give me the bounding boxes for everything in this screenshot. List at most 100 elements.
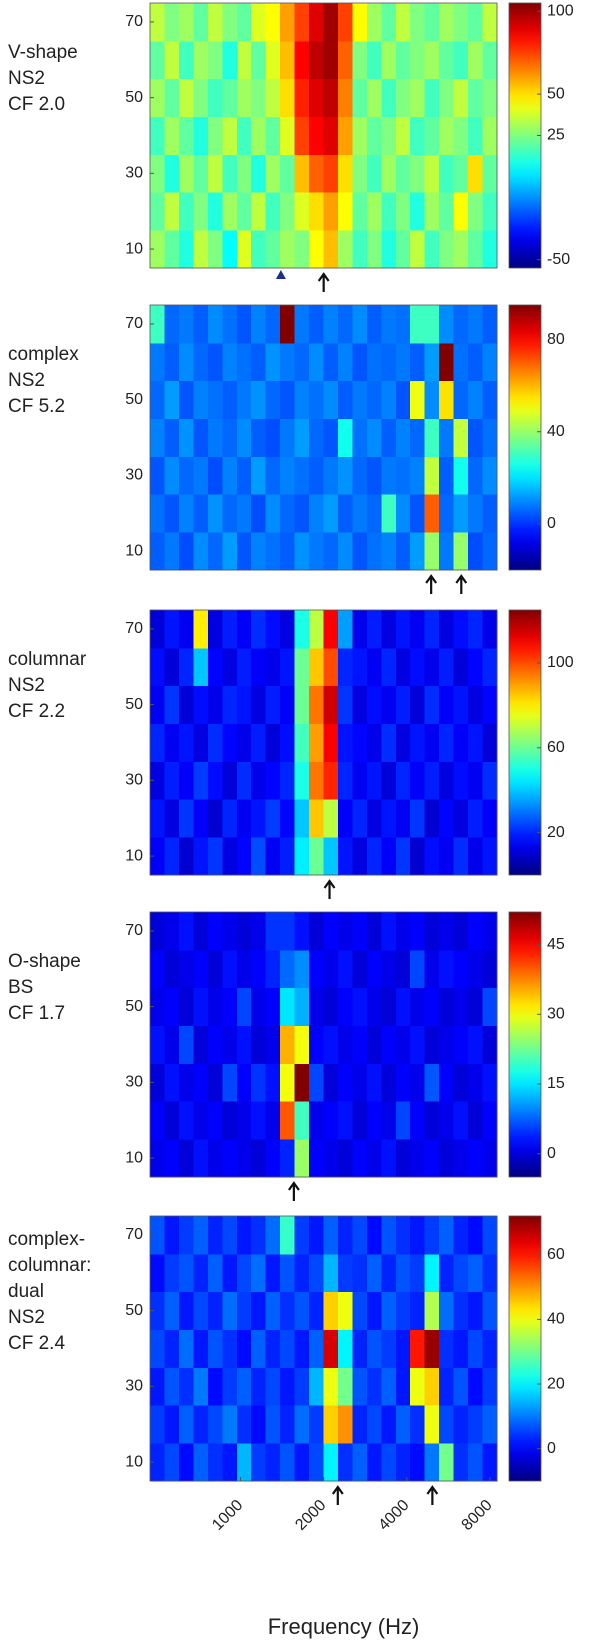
heatmap-cell: [236, 610, 252, 649]
heatmap-cell: [236, 342, 252, 382]
heatmap-cell: [468, 532, 483, 571]
heatmap-cell: [265, 647, 281, 687]
heatmap-cell: [164, 912, 180, 951]
heatmap-cell: [294, 192, 310, 231]
heatmap-cell: [381, 494, 397, 533]
heatmap-cell: [164, 610, 180, 649]
heatmap-cell: [294, 837, 310, 876]
heatmap-cell: [395, 192, 411, 231]
heatmap-cell: [482, 799, 498, 838]
heatmap-cell: [366, 1216, 382, 1255]
heatmap-cell: [323, 1405, 339, 1444]
heatmap-cell: [381, 305, 397, 344]
heatmap-cell: [251, 912, 267, 951]
heatmap-cell: [309, 456, 324, 495]
heatmap-cell: [424, 3, 440, 42]
heatmap-cell: [410, 1329, 426, 1368]
heatmap-cell: [236, 230, 252, 269]
heatmap-cell: [164, 1101, 180, 1140]
heatmap-cell: [309, 912, 324, 951]
heatmap-cell: [381, 1063, 397, 1102]
heatmap-cell: [381, 192, 397, 231]
heatmap-cell: [352, 837, 368, 876]
heatmap-cell: [381, 1443, 397, 1482]
heatmap-cell: [323, 1101, 339, 1140]
heatmap-cell: [468, 192, 483, 231]
heatmap-cell: [150, 342, 165, 382]
heatmap-cell: [222, 494, 238, 533]
heatmap-cell: [265, 418, 281, 457]
heatmap-cell: [352, 1025, 368, 1064]
heatmap-cell: [366, 1253, 382, 1293]
panel-label: CF 5.2: [8, 396, 65, 417]
colorbar-tick-label: 60: [547, 1246, 565, 1263]
heatmap-cell: [323, 154, 339, 193]
heatmap-cell: [395, 532, 411, 571]
heatmap-cell: [309, 154, 324, 193]
heatmap-cell: [453, 532, 469, 571]
heatmap-cell: [236, 685, 252, 724]
heatmap-cell: [439, 1367, 455, 1406]
y-tick-label: 70: [125, 13, 143, 30]
heatmap-cell: [352, 1101, 368, 1140]
heatmap-cell: [178, 3, 194, 42]
heatmap-cell: [439, 799, 455, 838]
heatmap-cell: [280, 1101, 295, 1140]
heatmap-cell: [395, 1253, 411, 1293]
heatmap-cell: [381, 987, 397, 1026]
heatmap-cell: [352, 647, 368, 687]
heatmap-cell: [424, 912, 440, 951]
heatmap-cell: [468, 912, 483, 951]
heatmap-cell: [251, 305, 267, 344]
heatmap-cell: [352, 40, 368, 80]
heatmap-cell: [178, 610, 194, 649]
heatmap-cell: [222, 40, 238, 80]
heatmap-cell: [193, 610, 209, 649]
heatmap-cell: [439, 761, 455, 800]
heatmap-cell: [178, 1291, 194, 1330]
heatmap-cell: [366, 761, 382, 800]
heatmap-cell: [164, 1443, 180, 1482]
heatmap-cell: [352, 1405, 368, 1444]
heatmap-cell: [164, 418, 180, 457]
heatmap-cell: [323, 987, 339, 1026]
heatmap-cell: [265, 987, 281, 1026]
heatmap-cell: [323, 380, 339, 419]
heatmap-cell: [150, 1405, 165, 1444]
heatmap-cell: [424, 380, 440, 419]
heatmap-cell: [280, 1405, 295, 1444]
heatmap-cell: [395, 1405, 411, 1444]
heatmap-cell: [410, 40, 426, 80]
heatmap-cell: [337, 1101, 353, 1140]
panel-label: CF 2.2: [8, 701, 65, 722]
heatmap-cell: [222, 456, 238, 495]
heatmap-cell: [280, 912, 295, 951]
heatmap-cell: [352, 685, 368, 724]
heatmap-cell: [424, 1253, 440, 1293]
heatmap-cell: [453, 154, 469, 193]
heatmap-cell: [323, 532, 339, 571]
heatmap-cell: [294, 3, 310, 42]
heatmap-cell: [482, 949, 498, 989]
heatmap-cell: [193, 761, 209, 800]
heatmap-cell: [410, 342, 426, 382]
heatmap-cell: [337, 723, 353, 762]
heatmap-cell: [178, 1405, 194, 1444]
heatmap-cell: [207, 192, 223, 231]
heatmap-cell: [453, 685, 469, 724]
heatmap-cell: [265, 1367, 281, 1406]
heatmap-cell: [453, 761, 469, 800]
heatmap-cell: [410, 230, 426, 269]
heatmap-cell: [265, 949, 281, 989]
heatmap-cell: [178, 1139, 194, 1178]
heatmap-cell: [193, 342, 209, 382]
heatmap-cell: [265, 1443, 281, 1482]
heatmap-cell: [366, 305, 382, 344]
heatmap-cell: [236, 837, 252, 876]
heatmap-cell: [352, 1291, 368, 1330]
heatmap-cell: [381, 837, 397, 876]
heatmap-cell: [164, 987, 180, 1026]
heatmap-cell: [381, 949, 397, 989]
heatmap-cell: [150, 3, 165, 42]
heatmap-cell: [193, 380, 209, 419]
